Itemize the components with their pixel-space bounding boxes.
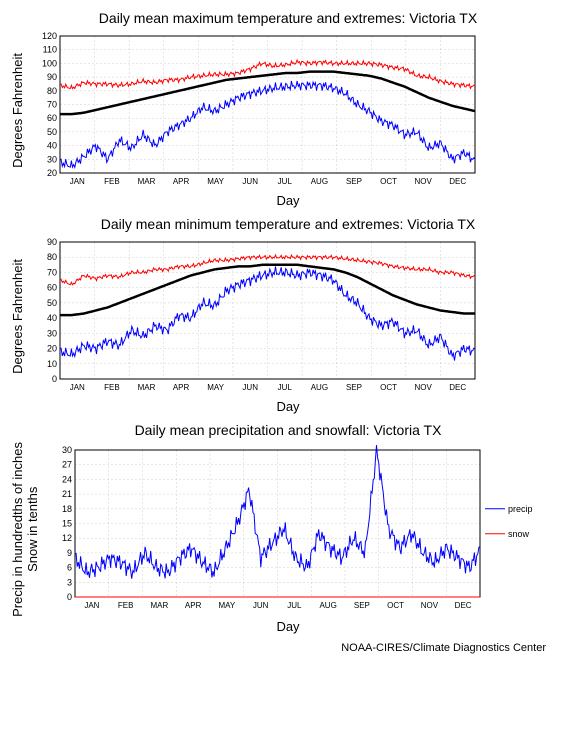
footer-credit: NOAA-CIRES/Climate Diagnostics Center xyxy=(10,642,566,654)
svg-text:NOV: NOV xyxy=(414,383,432,392)
svg-text:MAR: MAR xyxy=(138,383,156,392)
svg-text:9: 9 xyxy=(67,548,72,558)
svg-text:FEB: FEB xyxy=(118,601,134,610)
svg-text:6: 6 xyxy=(67,562,72,572)
svg-text:27: 27 xyxy=(62,460,72,470)
svg-text:90: 90 xyxy=(47,237,57,247)
svg-text:OCT: OCT xyxy=(380,383,397,392)
svg-text:20: 20 xyxy=(47,168,57,178)
svg-text:40: 40 xyxy=(47,313,57,323)
svg-text:100: 100 xyxy=(42,58,57,68)
svg-text:JUL: JUL xyxy=(278,383,293,392)
svg-text:15: 15 xyxy=(62,518,72,528)
svg-text:APR: APR xyxy=(185,601,202,610)
svg-text:FEB: FEB xyxy=(104,177,120,186)
chart-min-temp: Daily mean minimum temperature and extre… xyxy=(10,216,566,414)
svg-text:18: 18 xyxy=(62,504,72,514)
svg-text:FEB: FEB xyxy=(104,383,120,392)
chart1-svg: 20 30 40 50 60 70 80 90 100 110 120 JAN FEB MAR APR MAY… xyxy=(25,31,485,191)
svg-text:120: 120 xyxy=(42,31,57,41)
chart3-ylabel: Precip in hundredths of inches Snow in t… xyxy=(10,442,40,617)
chart3-title: Daily mean precipitation and snowfall: V… xyxy=(10,422,566,439)
chart2-title: Daily mean minimum temperature and extre… xyxy=(10,216,566,233)
svg-text:AUG: AUG xyxy=(311,383,328,392)
svg-text:NOV: NOV xyxy=(421,601,439,610)
chart2-xlabel: Day xyxy=(10,399,566,414)
svg-text:OCT: OCT xyxy=(387,601,404,610)
svg-text:70: 70 xyxy=(47,99,57,109)
svg-text:JUN: JUN xyxy=(242,177,258,186)
svg-text:MAY: MAY xyxy=(207,177,224,186)
svg-text:JAN: JAN xyxy=(84,601,99,610)
svg-text:DEC: DEC xyxy=(449,383,466,392)
svg-text:21: 21 xyxy=(62,489,72,499)
svg-text:3: 3 xyxy=(67,577,72,587)
svg-text:snow: snow xyxy=(508,529,530,539)
svg-text:SEP: SEP xyxy=(346,177,362,186)
svg-text:40: 40 xyxy=(47,140,57,150)
svg-text:30: 30 xyxy=(47,328,57,338)
svg-text:10: 10 xyxy=(47,358,57,368)
svg-text:NOV: NOV xyxy=(414,177,432,186)
chart-max-temp: Daily mean maximum temperature and extre… xyxy=(10,10,566,208)
svg-text:MAR: MAR xyxy=(138,177,156,186)
svg-text:AUG: AUG xyxy=(319,601,336,610)
svg-text:MAY: MAY xyxy=(219,601,236,610)
svg-text:80: 80 xyxy=(47,252,57,262)
svg-text:30: 30 xyxy=(62,445,72,455)
svg-text:24: 24 xyxy=(62,474,72,484)
svg-text:precip: precip xyxy=(508,504,533,514)
svg-text:90: 90 xyxy=(47,72,57,82)
chart1-ylabel: Degrees Fahrenheit xyxy=(10,53,25,168)
svg-text:JUN: JUN xyxy=(242,383,258,392)
svg-text:50: 50 xyxy=(47,297,57,307)
chart1-title: Daily mean maximum temperature and extre… xyxy=(10,10,566,27)
chart-precip: Daily mean precipitation and snowfall: V… xyxy=(10,422,566,635)
svg-text:12: 12 xyxy=(62,533,72,543)
svg-text:50: 50 xyxy=(47,127,57,137)
svg-text:60: 60 xyxy=(47,282,57,292)
chart2-svg: 0 10 20 30 40 50 60 70 80 90 JAN FEB MAR APR MAY JUN JUL… xyxy=(25,237,485,397)
svg-text:60: 60 xyxy=(47,113,57,123)
svg-text:JAN: JAN xyxy=(70,177,85,186)
svg-text:MAR: MAR xyxy=(150,601,168,610)
svg-text:0: 0 xyxy=(52,374,57,384)
chart3-xlabel: Day xyxy=(10,619,566,634)
svg-text:APR: APR xyxy=(173,383,190,392)
chart3-svg: 0 3 6 9 12 15 18 21 24 27 30 JAN FEB MAR APR MAY JUN JUL A… xyxy=(40,445,540,615)
chart1-xlabel: Day xyxy=(10,193,566,208)
svg-text:APR: APR xyxy=(173,177,190,186)
svg-text:70: 70 xyxy=(47,267,57,277)
svg-text:MAY: MAY xyxy=(207,383,224,392)
svg-text:JAN: JAN xyxy=(70,383,85,392)
svg-text:JUL: JUL xyxy=(278,177,293,186)
svg-text:SEP: SEP xyxy=(346,383,362,392)
chart2-ylabel: Degrees Fahrenheit xyxy=(10,259,25,374)
svg-text:DEC: DEC xyxy=(449,177,466,186)
svg-text:DEC: DEC xyxy=(455,601,472,610)
svg-text:SEP: SEP xyxy=(354,601,370,610)
svg-text:80: 80 xyxy=(47,86,57,96)
svg-text:AUG: AUG xyxy=(311,177,328,186)
svg-text:20: 20 xyxy=(47,343,57,353)
svg-text:110: 110 xyxy=(43,44,57,54)
svg-text:JUL: JUL xyxy=(287,601,302,610)
svg-text:30: 30 xyxy=(47,154,57,164)
svg-text:JUN: JUN xyxy=(253,601,269,610)
svg-text:OCT: OCT xyxy=(380,177,397,186)
svg-text:0: 0 xyxy=(67,592,72,602)
